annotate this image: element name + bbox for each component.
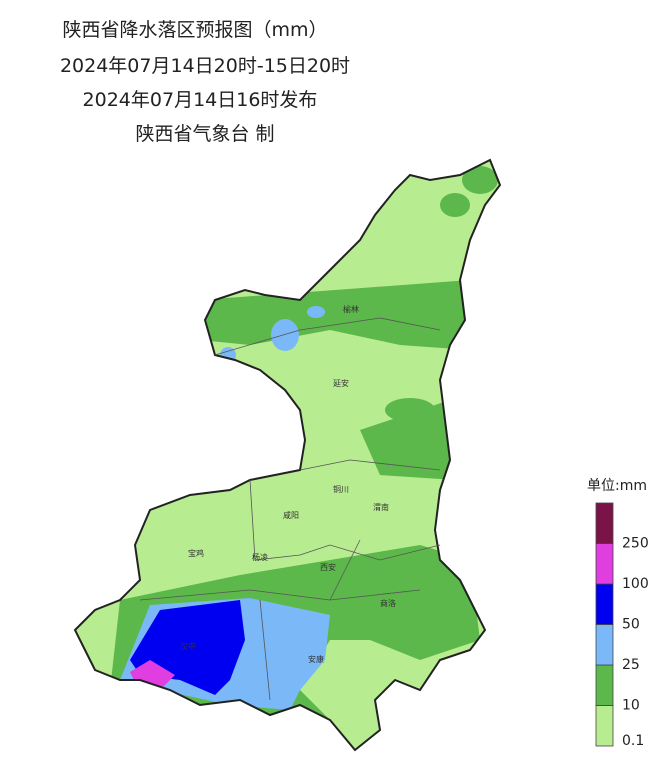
legend-swatch — [595, 583, 614, 625]
city-label: 榆林 — [343, 304, 359, 314]
city-label: 汉中 — [180, 641, 196, 651]
legend-label: 250 — [622, 536, 649, 552]
city-label: 延安 — [333, 378, 349, 388]
legend-label: 25 — [622, 657, 640, 673]
district-borders — [139, 317, 441, 701]
city-label: 铜川 — [333, 484, 349, 494]
legend-swatch — [595, 502, 614, 544]
city-label: 咸阳 — [283, 510, 299, 520]
city-label: 商洛 — [380, 598, 396, 608]
agency: 陕西省气象台 制 — [135, 123, 274, 145]
legend-swatch — [595, 664, 614, 706]
issued: 2024年07月14日16时发布 — [83, 89, 318, 111]
legend: 0.1 10 25 50 100 250 — [595, 502, 649, 749]
legend-title: 单位:mm — [587, 478, 647, 494]
period: 2024年07月14日20时-15日20时 — [60, 55, 350, 77]
legend-label: 0.1 — [622, 733, 644, 749]
title: 陕西省降水落区预报图（mm） — [62, 19, 327, 41]
legend-swatch — [595, 705, 614, 747]
city-label: 渭南 — [373, 502, 389, 512]
city-label: 安康 — [308, 654, 324, 664]
legend-label: 100 — [622, 576, 649, 592]
city-label: 杨凌 — [252, 552, 268, 562]
legend-swatch — [595, 543, 614, 585]
rain-map — [75, 160, 500, 750]
legend-label: 10 — [622, 698, 640, 714]
city-label: 西安 — [320, 562, 336, 572]
city-label: 宝鸡 — [188, 548, 204, 558]
legend-label: 50 — [622, 617, 640, 633]
legend-swatch — [595, 624, 614, 666]
